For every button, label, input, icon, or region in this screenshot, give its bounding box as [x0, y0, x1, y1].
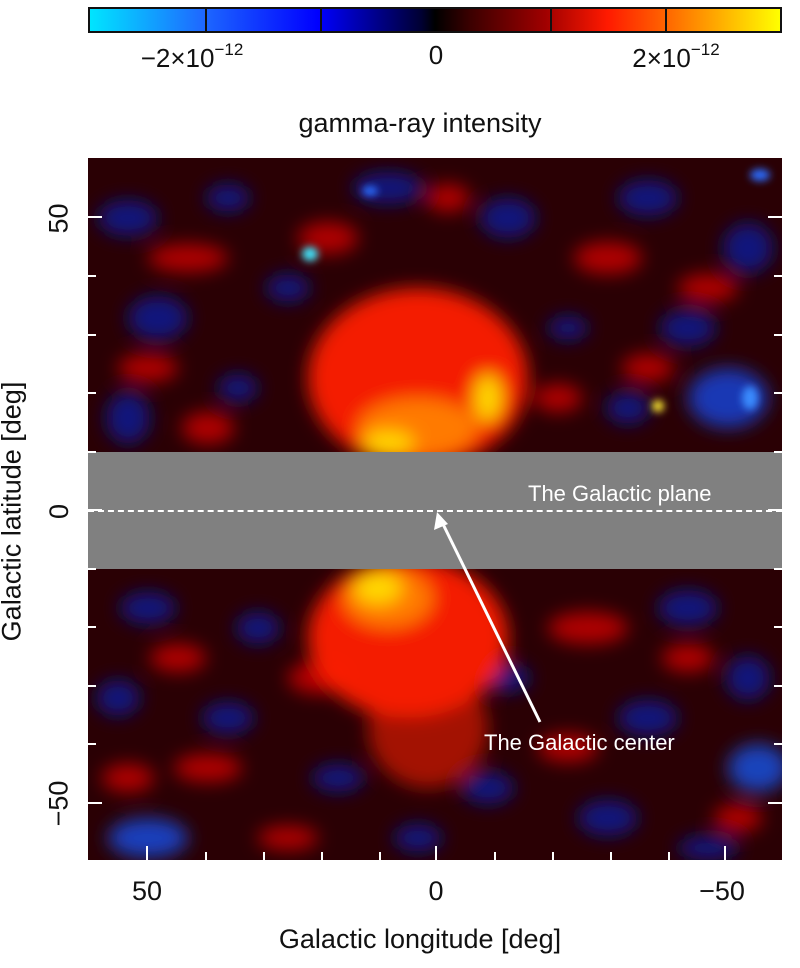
colorbar-divider [319, 9, 322, 31]
x-axis-title: Galactic longitude [deg] [278, 924, 562, 954]
y-tick-label: −50 [43, 780, 74, 827]
galactic-plane-dashed-line [88, 510, 782, 512]
galactic-center-label: The Galactic center [484, 730, 675, 755]
y-tick-label: 50 [43, 203, 74, 234]
colorbar-tick-label: 0 [428, 40, 444, 70]
x-tick-label: −50 [699, 876, 745, 906]
y-tick-label: 0 [44, 503, 75, 520]
galactic-plane-label: The Galactic plane [528, 481, 712, 506]
y-axis-title: Galactic latitude [deg] [0, 381, 27, 642]
galactic-center-arrow [434, 512, 542, 723]
colorbar-title: gamma-ray intensity [298, 108, 542, 138]
colorbar-divider [205, 9, 208, 31]
colorbar-divider [550, 9, 553, 31]
x-tick-label: 0 [428, 876, 444, 906]
colorbar-tick-label: 2×10−12 [632, 40, 720, 73]
x-tick-label: 50 [131, 876, 163, 906]
colorbar-tick-label: −2×10−12 [140, 40, 244, 73]
colorbar-divider [664, 9, 667, 31]
plot-area: The Galactic plane The Galactic center [88, 158, 782, 860]
colorbar [88, 7, 782, 33]
